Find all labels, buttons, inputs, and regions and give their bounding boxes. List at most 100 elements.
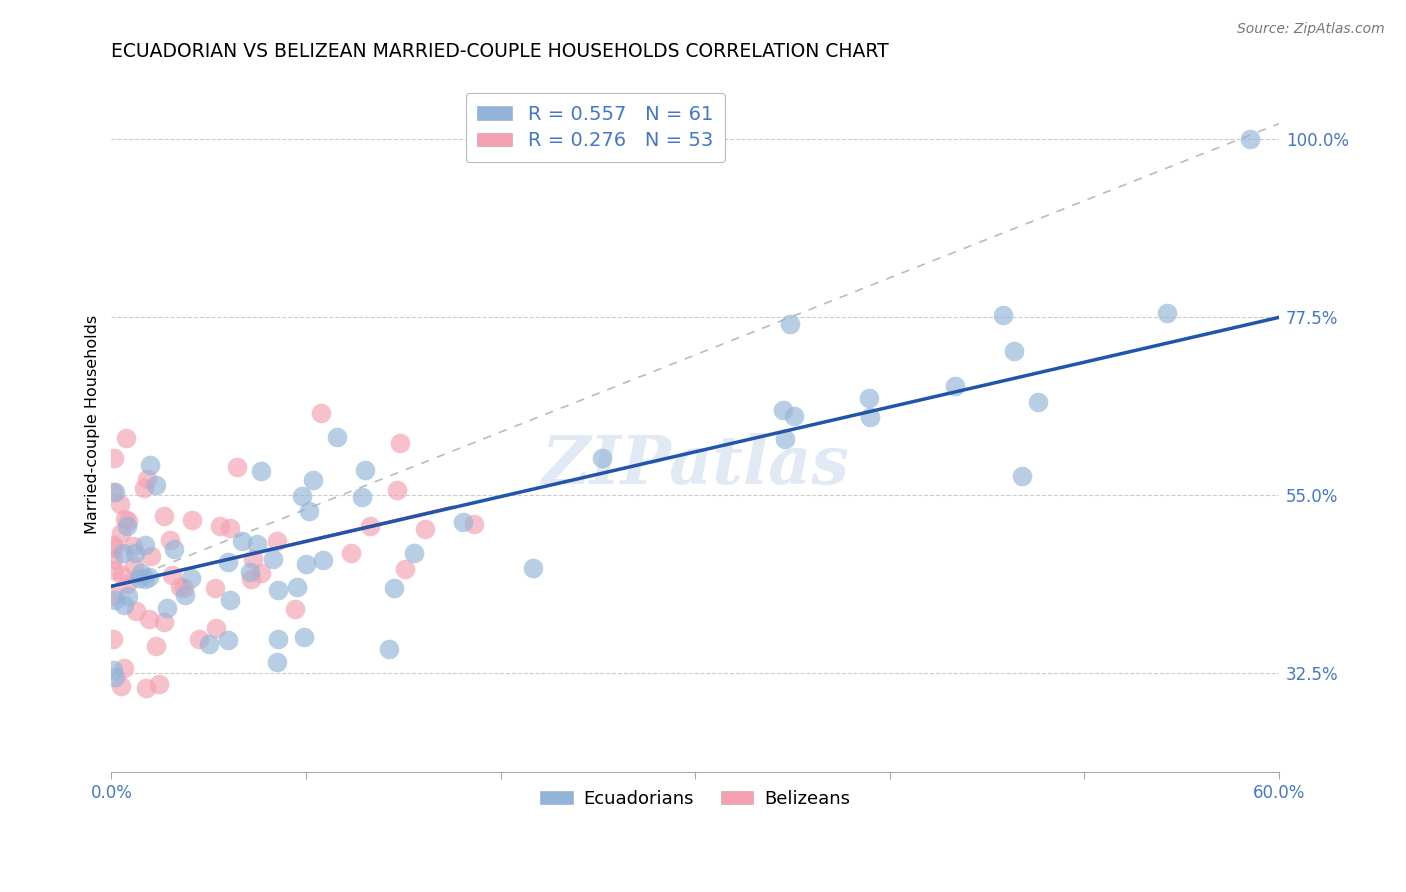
Point	[218, 593, 240, 607]
Point	[112, 546, 135, 560]
Point	[250, 464, 273, 478]
Point	[169, 580, 191, 594]
Point	[103, 451, 125, 466]
Point	[103, 663, 125, 677]
Point	[103, 563, 125, 577]
Point	[266, 656, 288, 670]
Point	[354, 463, 377, 477]
Point	[295, 558, 318, 572]
Point	[138, 570, 160, 584]
Point	[231, 534, 253, 549]
Point	[382, 581, 405, 595]
Point	[115, 431, 138, 445]
Point	[340, 546, 363, 560]
Point	[134, 572, 156, 586]
Point	[522, 561, 544, 575]
Point	[451, 516, 474, 530]
Point	[115, 519, 138, 533]
Point	[302, 474, 325, 488]
Point	[298, 504, 321, 518]
Point	[239, 566, 262, 580]
Point	[413, 522, 436, 536]
Point	[104, 484, 127, 499]
Point	[128, 571, 150, 585]
Point	[209, 519, 232, 533]
Point	[114, 512, 136, 526]
Point	[115, 577, 138, 591]
Point	[197, 637, 219, 651]
Point	[463, 516, 485, 531]
Point	[112, 661, 135, 675]
Point	[173, 581, 195, 595]
Text: Source: ZipAtlas.com: Source: ZipAtlas.com	[1237, 22, 1385, 37]
Point	[134, 538, 156, 552]
Point	[404, 546, 426, 560]
Point	[394, 562, 416, 576]
Point	[181, 513, 204, 527]
Point	[858, 391, 880, 405]
Point	[153, 615, 176, 629]
Text: ZIPatlas: ZIPatlas	[541, 434, 849, 499]
Point	[141, 549, 163, 563]
Point	[1011, 469, 1033, 483]
Point	[285, 580, 308, 594]
Point	[782, 409, 804, 423]
Point	[246, 537, 269, 551]
Point	[125, 604, 148, 618]
Point	[138, 612, 160, 626]
Legend: Ecuadorians, Belizeans: Ecuadorians, Belizeans	[533, 783, 858, 815]
Point	[145, 477, 167, 491]
Point	[217, 555, 239, 569]
Point	[779, 317, 801, 331]
Point	[292, 630, 315, 644]
Point	[148, 676, 170, 690]
Point	[180, 570, 202, 584]
Point	[1028, 394, 1050, 409]
Point	[1156, 306, 1178, 320]
Point	[359, 519, 381, 533]
Point	[291, 489, 314, 503]
Point	[187, 632, 209, 646]
Point	[385, 483, 408, 497]
Point	[326, 429, 349, 443]
Point	[121, 539, 143, 553]
Point	[591, 451, 613, 466]
Point	[266, 533, 288, 548]
Point	[1002, 343, 1025, 358]
Point	[112, 598, 135, 612]
Point	[136, 471, 159, 485]
Point	[134, 481, 156, 495]
Point	[217, 632, 239, 647]
Point	[239, 572, 262, 586]
Point	[1239, 132, 1261, 146]
Y-axis label: Married-couple Households: Married-couple Households	[86, 315, 100, 533]
Point	[267, 632, 290, 647]
Point	[103, 538, 125, 552]
Point	[162, 568, 184, 582]
Point	[242, 551, 264, 566]
Point	[772, 403, 794, 417]
Point	[945, 379, 967, 393]
Point	[111, 568, 134, 582]
Point	[262, 552, 284, 566]
Point	[311, 406, 333, 420]
Point	[350, 490, 373, 504]
Point	[152, 509, 174, 524]
Point	[104, 593, 127, 607]
Point	[250, 566, 273, 580]
Point	[117, 589, 139, 603]
Point	[110, 679, 132, 693]
Point	[267, 582, 290, 597]
Point	[159, 533, 181, 547]
Point	[103, 589, 125, 603]
Point	[104, 670, 127, 684]
Point	[135, 681, 157, 696]
Point	[174, 588, 197, 602]
Text: ECUADORIAN VS BELIZEAN MARRIED-COUPLE HOUSEHOLDS CORRELATION CHART: ECUADORIAN VS BELIZEAN MARRIED-COUPLE HO…	[111, 42, 889, 61]
Point	[218, 521, 240, 535]
Point	[108, 497, 131, 511]
Point	[284, 602, 307, 616]
Point	[129, 566, 152, 580]
Point	[124, 559, 146, 574]
Point	[139, 458, 162, 472]
